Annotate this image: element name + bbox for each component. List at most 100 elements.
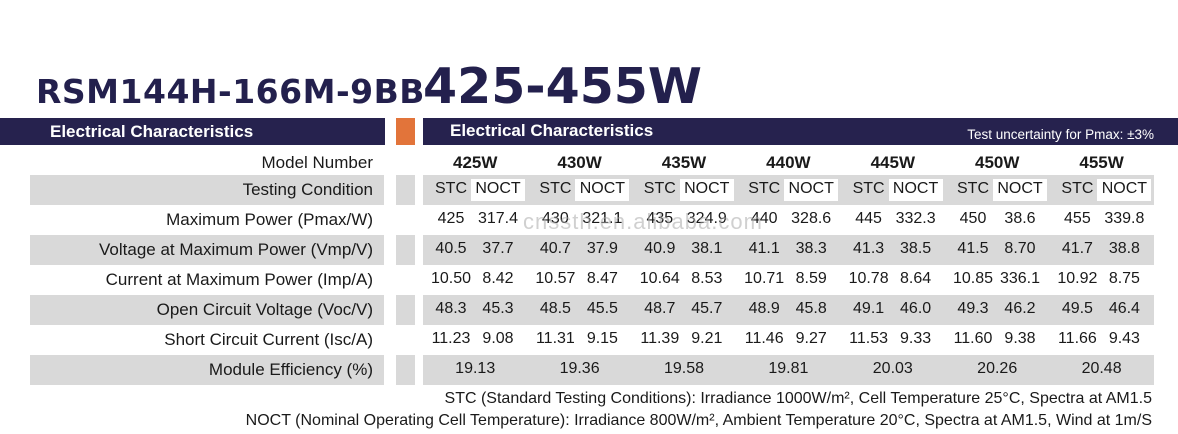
table-row: Maximum Power (Pmax/W) 425 317.4 430 321.1 43… bbox=[0, 205, 1178, 235]
noct-value: 9.08 bbox=[482, 330, 514, 347]
row-stripe bbox=[30, 235, 384, 265]
row-label: Model Number bbox=[261, 153, 374, 172]
row-stripe bbox=[396, 175, 415, 205]
footnote-stc: STC (Standard Testing Conditions): Irrad… bbox=[444, 390, 1152, 407]
efficiency-value: 19.81 bbox=[768, 360, 809, 377]
noct-value: 8.70 bbox=[1004, 240, 1036, 257]
stc-value: 430 bbox=[542, 210, 569, 227]
stc-value: 11.31 bbox=[535, 330, 575, 347]
efficiency-value: 20.48 bbox=[1081, 360, 1122, 377]
stc-value: 10.50 bbox=[430, 270, 472, 287]
table-header-row: Model Number 425W 430W 435W 440W 445W 450W 455W bbox=[0, 148, 1178, 178]
table-row: Open Circuit Voltage (Voc/V) 48.3 45.3 48.5… bbox=[0, 295, 1178, 325]
section-bar-right: Electrical Characteristics Test uncertai… bbox=[423, 118, 1178, 145]
noct-value: 9.27 bbox=[795, 330, 827, 347]
stc-value: 10.64 bbox=[639, 270, 680, 287]
noct-value: 9.38 bbox=[1004, 330, 1036, 347]
row-label: Current at Maximum Power (Imp/A) bbox=[105, 270, 373, 289]
noct-value: 45.3 bbox=[482, 300, 514, 317]
noct-value: 9.15 bbox=[586, 330, 618, 347]
stc-value: 41.3 bbox=[853, 240, 885, 257]
noct-value: 8.64 bbox=[900, 270, 932, 287]
noct-value: 45.5 bbox=[586, 300, 618, 317]
condition-box bbox=[575, 179, 630, 201]
stc-value: 435 bbox=[646, 210, 674, 227]
efficiency-value: 19.13 bbox=[455, 360, 496, 377]
noct-value: 37.7 bbox=[482, 240, 514, 257]
section-title-right: Electrical Characteristics bbox=[450, 121, 654, 140]
row-label: Open Circuit Voltage (Voc/V) bbox=[156, 300, 373, 319]
stc-value: 445 bbox=[855, 210, 882, 227]
noct-value: 9.43 bbox=[1108, 330, 1140, 347]
model-column-header: 440W bbox=[766, 153, 811, 172]
condition-box bbox=[993, 179, 1047, 201]
stc-value: 11.23 bbox=[431, 330, 471, 347]
model-column-header: 435W bbox=[661, 153, 707, 172]
stc-value: 455 bbox=[1064, 210, 1091, 227]
row-stripe bbox=[396, 355, 415, 385]
noct-value: NOCT bbox=[475, 180, 521, 197]
noct-value: 8.59 bbox=[795, 270, 827, 287]
model-column-header: 425W bbox=[452, 153, 498, 172]
row-label: Module Efficiency (%) bbox=[208, 360, 373, 379]
accent-block bbox=[396, 118, 415, 145]
row-stripe bbox=[423, 295, 1154, 325]
condition-box bbox=[784, 179, 839, 201]
footnote-noct: NOCT (Nominal Operating Cell Temperature… bbox=[245, 412, 1152, 429]
noct-value: 46.0 bbox=[900, 300, 932, 317]
uncertainty-note: Test uncertainty for Pmax: ±3% bbox=[967, 127, 1154, 142]
noct-value: 37.9 bbox=[586, 240, 618, 257]
stc-value: 425 bbox=[437, 210, 465, 227]
stc-value: 11.60 bbox=[953, 330, 993, 347]
noct-value: 38.1 bbox=[691, 240, 723, 257]
stc-value: 10.71 bbox=[744, 270, 785, 287]
stc-value: 49.3 bbox=[957, 300, 989, 317]
table-row: Short Circuit Current (Isc/A) 11.23 9.08 11… bbox=[0, 325, 1178, 355]
table-row: Module Efficiency (%) 19.13 19.36 19.58 19.8… bbox=[0, 355, 1178, 385]
efficiency-value: 19.58 bbox=[663, 360, 705, 377]
stc-value: 48.5 bbox=[539, 300, 571, 317]
noct-value: 332.3 bbox=[895, 210, 936, 227]
noct-value: 38.3 bbox=[795, 240, 827, 257]
model-column-header: 455W bbox=[1079, 153, 1124, 172]
noct-value: NOCT bbox=[684, 180, 730, 197]
power-range-title: 425-455W bbox=[423, 58, 702, 115]
noct-value: 317.4 bbox=[477, 210, 519, 227]
stc-value: STC bbox=[1061, 180, 1094, 197]
stc-value: 440 bbox=[750, 210, 778, 227]
stc-value: STC bbox=[539, 180, 572, 197]
stc-value: 41.5 bbox=[957, 240, 989, 257]
row-label: Testing Condition bbox=[242, 180, 373, 199]
noct-value: NOCT bbox=[1101, 180, 1148, 197]
table-row: Testing Condition STC NOCT STC NOCT STC NOCT ST… bbox=[0, 175, 1178, 205]
efficiency-value: 19.36 bbox=[559, 360, 600, 377]
noct-value: 8.42 bbox=[482, 270, 514, 287]
stc-value: 450 bbox=[959, 210, 987, 227]
watermark-text: cnssth.en.alibaba.com bbox=[523, 209, 763, 234]
noct-value: 324.9 bbox=[686, 210, 727, 227]
stc-value: 11.46 bbox=[744, 330, 784, 347]
row-stripe bbox=[30, 355, 384, 385]
stc-value: 48.3 bbox=[435, 300, 467, 317]
noct-value: 8.47 bbox=[586, 270, 618, 287]
stc-value: 10.92 bbox=[1057, 270, 1098, 287]
row-label: Maximum Power (Pmax/W) bbox=[166, 210, 373, 229]
noct-value: 8.75 bbox=[1108, 270, 1140, 287]
stc-value: 41.1 bbox=[748, 240, 780, 257]
stc-value: STC bbox=[435, 180, 467, 197]
stc-value: STC bbox=[852, 180, 885, 197]
noct-value: 328.6 bbox=[791, 210, 832, 227]
noct-value: NOCT bbox=[997, 180, 1043, 197]
noct-value: 45.8 bbox=[795, 300, 827, 317]
noct-value: 38.5 bbox=[900, 240, 932, 257]
stc-value: 49.5 bbox=[1061, 300, 1093, 317]
noct-value: 8.53 bbox=[691, 270, 723, 287]
row-stripe bbox=[30, 295, 384, 325]
stc-value: STC bbox=[748, 180, 781, 197]
stc-value: 10.57 bbox=[535, 270, 576, 287]
stc-value: 48.9 bbox=[748, 300, 780, 317]
table-row: Voltage at Maximum Power (Vmp/V) 40.5 37.7… bbox=[0, 235, 1178, 265]
section-bar-left: Electrical Characteristics bbox=[0, 118, 385, 145]
row-stripe bbox=[30, 175, 384, 205]
stc-value: 40.9 bbox=[644, 240, 676, 257]
